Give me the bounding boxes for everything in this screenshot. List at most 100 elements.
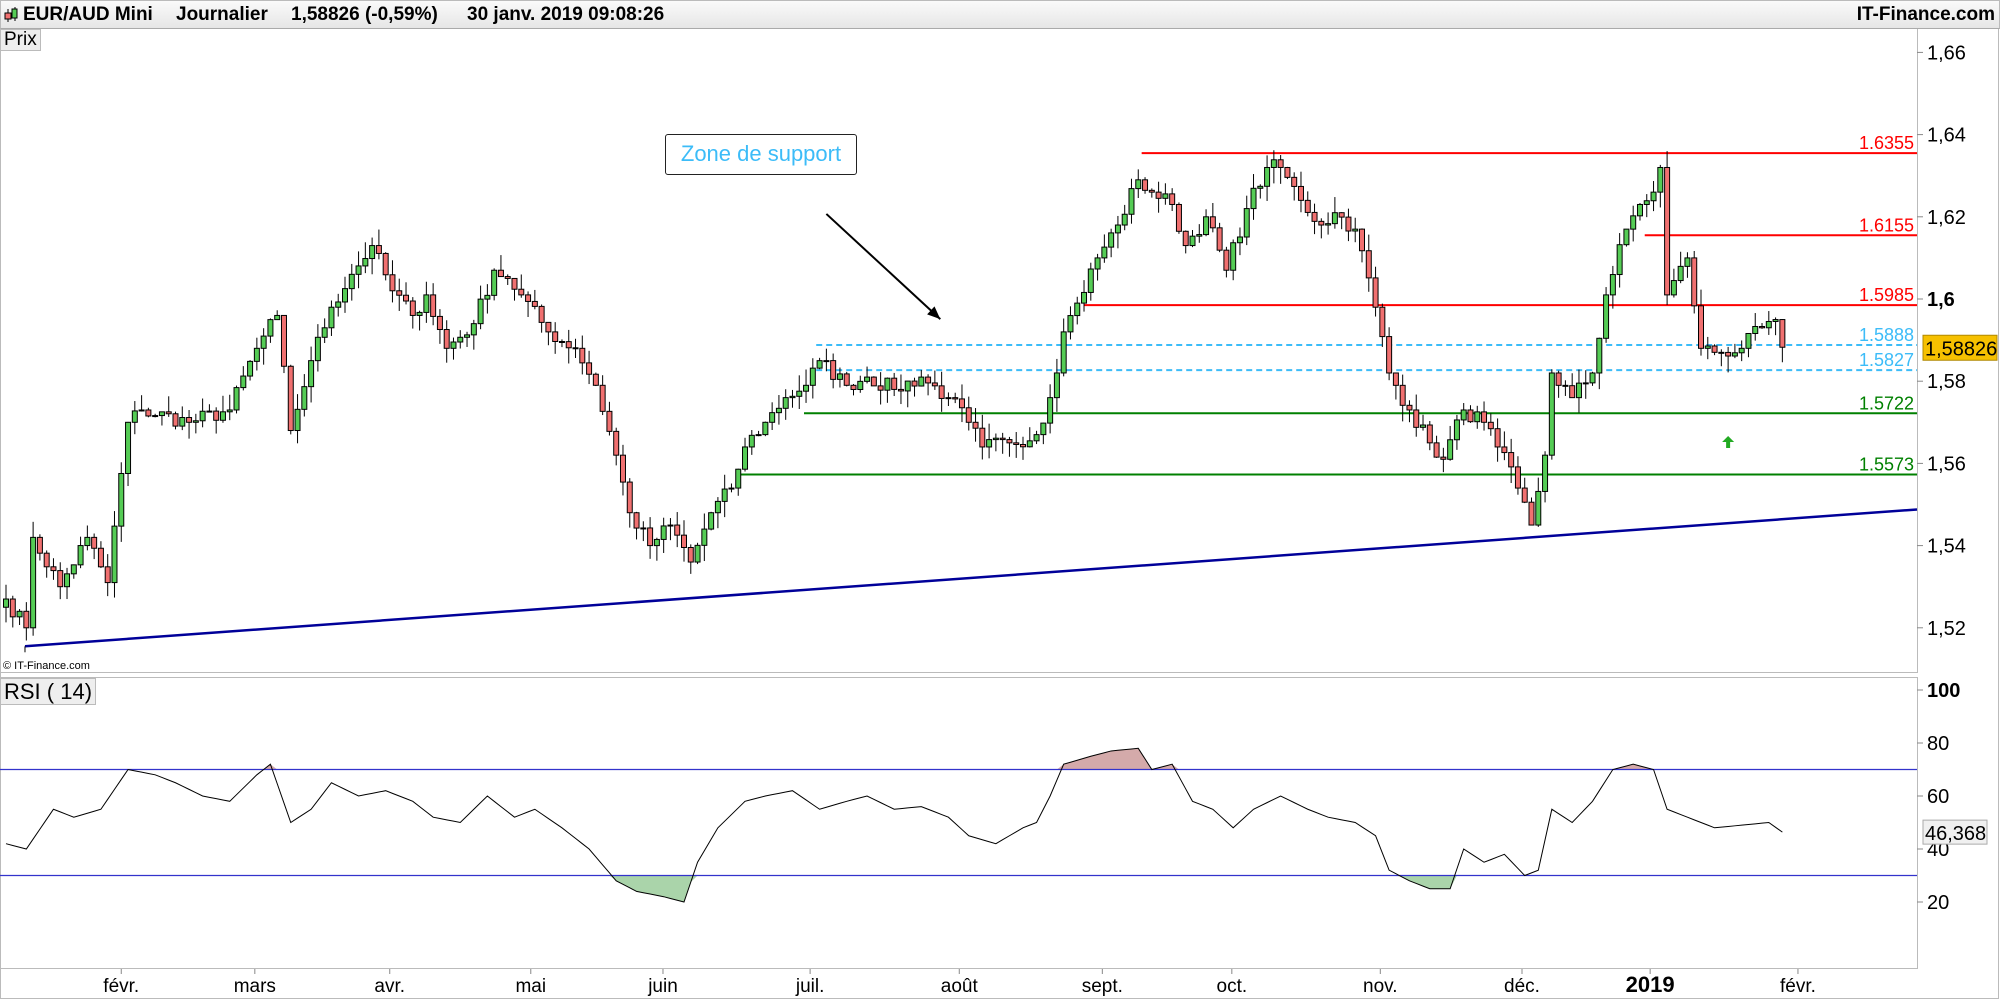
candle-body (1521, 487, 1528, 503)
candle-body (423, 294, 430, 313)
candle (619, 444, 626, 496)
x-tick-label: déc. (1504, 976, 1540, 997)
candle-body (1291, 176, 1298, 187)
candle (118, 462, 125, 542)
candle-body (125, 421, 132, 474)
candle-body (775, 407, 782, 414)
candle (877, 372, 884, 405)
candle (1236, 227, 1243, 256)
candle (247, 360, 254, 381)
candle-body (1623, 228, 1630, 246)
candle (1013, 432, 1020, 458)
candle-body (1020, 443, 1026, 448)
candle-body (511, 277, 518, 290)
candle (965, 396, 972, 431)
candle-body (348, 273, 355, 290)
candle-body (1453, 419, 1460, 441)
candle-body (1704, 345, 1711, 349)
candle-body (769, 412, 776, 423)
candle-body (1413, 409, 1420, 428)
candle-body (1243, 208, 1250, 238)
y-tick-label: 1,56 (1927, 453, 1966, 475)
candle (1548, 369, 1555, 460)
candle (1270, 150, 1277, 184)
candle-body (396, 290, 403, 296)
candle-body (531, 300, 538, 307)
candle-body (464, 334, 471, 338)
candle (1752, 313, 1759, 341)
candle-body (1664, 166, 1671, 296)
candle (897, 374, 904, 405)
candle-body (911, 380, 918, 387)
candle (274, 310, 281, 321)
period-label: Journalier (176, 4, 268, 25)
candle (972, 408, 979, 442)
candle-body (742, 446, 749, 470)
candle (464, 331, 471, 347)
candle (1711, 344, 1718, 356)
candle-body (613, 430, 620, 456)
candle-body (206, 410, 213, 413)
candle-body (809, 367, 816, 386)
candle (925, 374, 932, 396)
candle (369, 237, 376, 275)
rsi-panel-label: RSI ( 14) (0, 678, 97, 705)
candle-body (1467, 409, 1474, 423)
candle (633, 511, 640, 540)
candle-body (1501, 446, 1508, 454)
candle-body (233, 387, 240, 411)
candle (97, 541, 104, 569)
candle-body (342, 288, 348, 303)
candle (1481, 401, 1488, 431)
candle (165, 396, 172, 417)
candle (287, 364, 294, 435)
candle-body (518, 288, 525, 296)
candle (1148, 188, 1155, 198)
candle (362, 242, 369, 274)
candle-body (1108, 232, 1115, 248)
candle (762, 421, 769, 437)
candle-body (870, 376, 877, 387)
candle-body (1433, 442, 1440, 458)
candle (423, 281, 430, 323)
annotation-zone-de-support[interactable]: Zone de support (665, 134, 857, 175)
candle-body (1582, 382, 1589, 385)
candle (979, 414, 986, 460)
candle (1575, 369, 1582, 413)
candle-body (1562, 384, 1569, 387)
candle (1223, 246, 1230, 278)
candle (525, 291, 532, 318)
candle-body (1603, 294, 1610, 339)
candle (728, 483, 735, 493)
candle (809, 358, 816, 399)
candle (789, 389, 796, 408)
candle (145, 407, 152, 418)
candle-body (1494, 428, 1501, 448)
candle-body (1047, 397, 1054, 424)
candle (219, 395, 226, 423)
candle-body (1155, 191, 1162, 199)
y-tick-label: 1,6 (1927, 289, 1955, 311)
rsi-oversold-fill (609, 875, 1457, 902)
candle (518, 274, 525, 298)
candle-body (1650, 191, 1657, 202)
annotation-arrow-line (825, 213, 941, 320)
candle (1020, 436, 1026, 460)
candle-body (545, 321, 552, 333)
candle-body (843, 373, 850, 386)
candle (1108, 228, 1115, 258)
brand-link[interactable]: IT-Finance.com (1856, 4, 1995, 25)
candle-body (382, 252, 389, 276)
candle (687, 544, 694, 574)
candle (1169, 188, 1176, 212)
candle (1230, 239, 1237, 281)
candle-body (1481, 411, 1488, 423)
last-price-change: 1,58826 (-0,59%) (291, 4, 438, 25)
candle-body (1548, 372, 1555, 456)
candle (328, 300, 335, 336)
candle-body (219, 411, 226, 421)
candle (1698, 289, 1704, 356)
candle (1386, 327, 1393, 381)
candle-body (267, 319, 274, 337)
candle-body (891, 377, 898, 390)
